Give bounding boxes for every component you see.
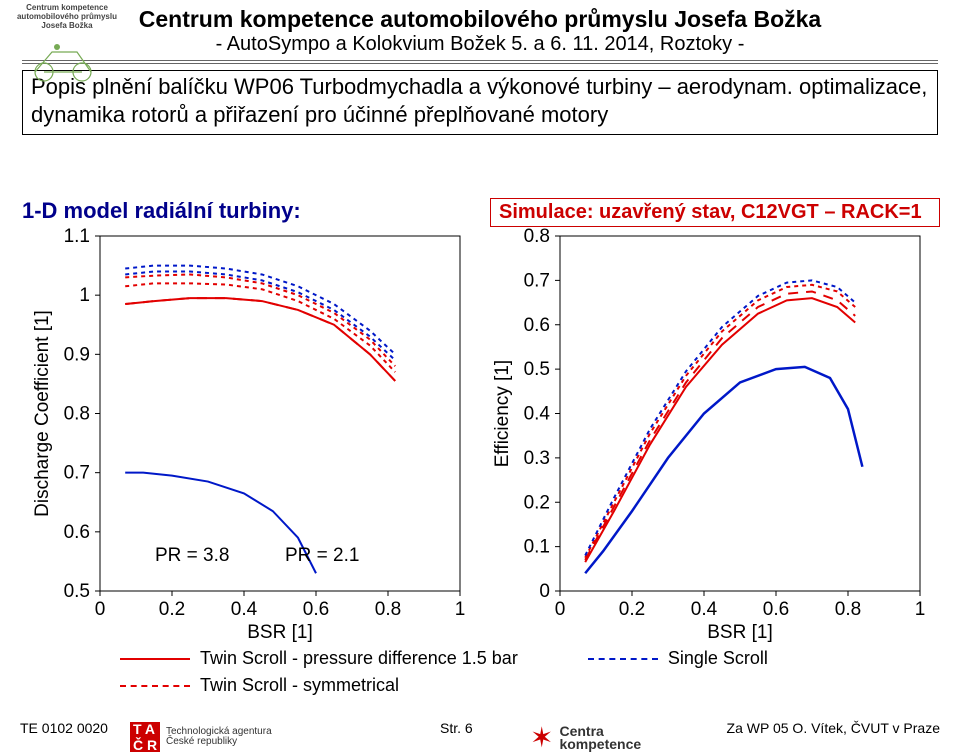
legend-label-twinscroll-pd: Twin Scroll - pressure difference 1.5 ba… <box>200 648 518 669</box>
simulation-label: Simulace: uzavřený stav, C12VGT – RACK=1 <box>490 198 940 227</box>
svg-text:0.2: 0.2 <box>524 492 550 513</box>
svg-text:0.7: 0.7 <box>524 270 550 291</box>
svg-text:0.8: 0.8 <box>835 599 861 620</box>
title-sub: - AutoSympo a Kolokvium Božek 5. a 6. 11… <box>20 33 940 56</box>
ta-square-icon: T AČ R <box>130 722 160 752</box>
svg-text:0.6: 0.6 <box>524 315 550 336</box>
svg-text:BSR [1]: BSR [1] <box>247 622 312 643</box>
carriage-icon <box>22 32 112 82</box>
chart-discharge: 0 0.2 0.4 0.6 0.8 1 0.5 0.6 0.7 0.8 0.9 1 1.1 BSR [1]… <box>30 226 470 646</box>
footer-mid: Str. 6 <box>440 720 473 736</box>
svg-text:0.2: 0.2 <box>159 599 185 620</box>
svg-text:0.3: 0.3 <box>524 448 550 469</box>
ta-logo: T AČ R Technologická agenturaČeské repub… <box>130 722 272 752</box>
svg-text:1: 1 <box>79 285 90 306</box>
svg-text:0.5: 0.5 <box>524 359 550 380</box>
svg-text:0.9: 0.9 <box>64 344 90 365</box>
svg-text:0: 0 <box>95 599 106 620</box>
svg-text:0.6: 0.6 <box>763 599 789 620</box>
logo-caption: Centrum kompetence automobilového průmys… <box>12 4 122 30</box>
chart-efficiency: 0 0.2 0.4 0.6 0.8 1 0 0.1 0.2 0.3 0.4 0.5 0.6 0.7 0.8 B… <box>490 226 930 646</box>
horizontal-rule <box>22 60 938 64</box>
svg-text:PR = 3.8: PR = 3.8 <box>155 545 229 566</box>
ck-text: Centrakompetence <box>559 725 641 750</box>
footer-left: TE 0102 0020 <box>20 720 108 736</box>
svg-text:0: 0 <box>539 581 550 602</box>
svg-text:0.6: 0.6 <box>64 522 90 543</box>
header: Centrum kompetence automobilového průmys… <box>0 0 960 56</box>
svg-text:0.4: 0.4 <box>691 599 718 620</box>
svg-text:0.1: 0.1 <box>524 537 550 558</box>
svg-text:0.4: 0.4 <box>524 404 551 425</box>
svg-text:0.7: 0.7 <box>64 463 90 484</box>
svg-text:0.4: 0.4 <box>231 599 258 620</box>
svg-text:Efficiency [1]: Efficiency [1] <box>492 360 513 467</box>
section-label: 1-D model radiální turbiny: <box>22 198 301 224</box>
svg-text:1: 1 <box>455 599 466 620</box>
svg-text:BSR [1]: BSR [1] <box>707 622 772 643</box>
svg-text:0.5: 0.5 <box>64 581 90 602</box>
svg-text:0.6: 0.6 <box>303 599 329 620</box>
logo-area: Centrum kompetence automobilového průmys… <box>12 4 122 85</box>
footer: TE 0102 0020 T AČ R Technologická agentu… <box>0 710 960 754</box>
description-box: Popis plnění balíčku WP06 Turbodmychadla… <box>22 70 938 135</box>
legend-swatch-twinscroll-sym <box>120 685 190 687</box>
legend-swatch-twinscroll-pd <box>120 658 190 660</box>
svg-text:1.1: 1.1 <box>64 226 90 247</box>
title-block: Centrum kompetence automobilového průmys… <box>20 6 940 56</box>
legend-swatch-singlescroll <box>588 658 658 660</box>
legend-label-twinscroll-sym: Twin Scroll - symmetrical <box>200 675 399 696</box>
svg-text:0.8: 0.8 <box>64 404 90 425</box>
svg-text:0.8: 0.8 <box>524 226 550 247</box>
star-icon: ✶ <box>530 724 553 752</box>
svg-text:1: 1 <box>915 599 926 620</box>
svg-text:0: 0 <box>555 599 566 620</box>
legend-label-singlescroll: Single Scroll <box>668 648 768 669</box>
footer-right: Za WP 05 O. Vítek, ČVUT v Praze <box>727 720 940 736</box>
svg-text:Discharge Coefficient [1]: Discharge Coefficient [1] <box>32 310 53 517</box>
svg-text:PR = 2.1: PR = 2.1 <box>285 545 359 566</box>
svg-text:0.8: 0.8 <box>375 599 401 620</box>
svg-text:0.2: 0.2 <box>619 599 645 620</box>
legend-bottom: Twin Scroll - pressure difference 1.5 ba… <box>120 648 920 702</box>
ck-logo: ✶ Centrakompetence <box>530 724 641 752</box>
charts-container: 0 0.2 0.4 0.6 0.8 1 0.5 0.6 0.7 0.8 0.9 1 1.1 BSR [1]… <box>30 226 930 646</box>
title-main: Centrum kompetence automobilového průmys… <box>20 6 940 33</box>
ta-text: Technologická agenturaČeské republiky <box>166 727 272 747</box>
